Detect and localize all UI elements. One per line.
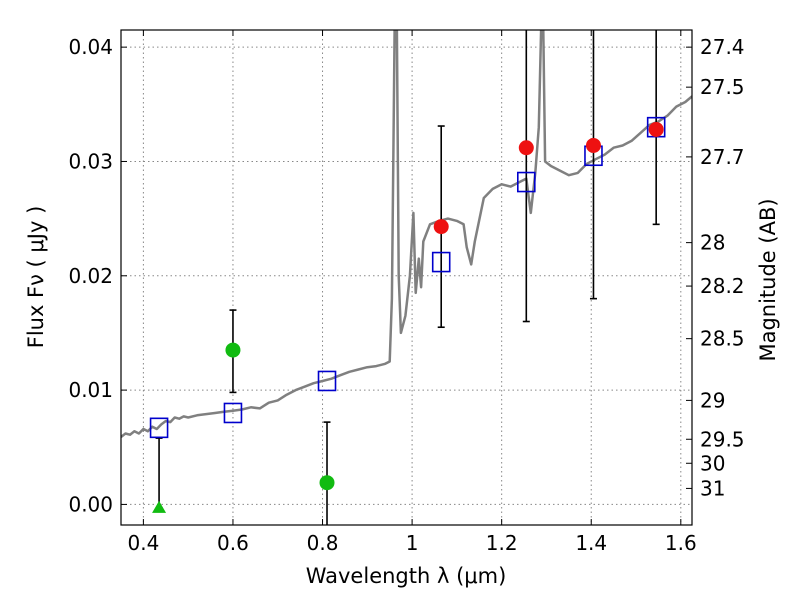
x-axis-label: Wavelength λ (μm)	[306, 564, 507, 588]
observed_low_sn-point	[319, 475, 335, 491]
y2-tick-label: 27.7	[700, 145, 745, 169]
model-photometry-point	[431, 251, 451, 273]
y-axis: 0.00 0.01 0.02 0.03 0.04	[68, 35, 127, 516]
x-tick-label: 1	[406, 531, 419, 555]
plot-contents	[121, 30, 692, 525]
x-tick-label: 1.2	[486, 531, 518, 555]
y2-tick-label: 27.4	[700, 35, 745, 59]
model-photometry-point	[516, 171, 536, 193]
model-photometry-point	[223, 402, 243, 424]
model-photometry-point	[317, 370, 337, 392]
x-axis: 0.4 0.6 0.8 1 1.2 1.4 1.6	[127, 30, 697, 555]
y2-tick-label: 28.5	[700, 327, 745, 351]
x-tick-label: 0.6	[217, 531, 249, 555]
y-tick-label: 0.01	[68, 378, 113, 402]
upper-limit-triangle	[152, 500, 167, 513]
y2-axis-label: Magnitude (AB)	[756, 198, 780, 361]
x-tick-label: 1.6	[665, 531, 697, 555]
model-spectrum-line	[121, 30, 692, 438]
model-photometry-point	[149, 417, 169, 439]
x-tick-label: 0.8	[307, 531, 339, 555]
y-tick-label: 0.03	[68, 149, 113, 173]
plot-area	[121, 30, 692, 525]
y-tick-label: 0.04	[68, 35, 113, 59]
y2-tick-label: 27.5	[700, 75, 745, 99]
y2-tick-label: 30	[700, 451, 725, 475]
grid-lines	[121, 30, 692, 525]
x-tick-label: 1.4	[575, 531, 607, 555]
y2-tick-label: 29.5	[700, 427, 745, 451]
observed_detections-point	[433, 219, 449, 235]
axes-frame	[120, 29, 693, 526]
observed_detections-point	[648, 121, 664, 137]
y2-tick-label: 31	[700, 476, 725, 500]
observed_low_sn-point	[225, 342, 241, 358]
x-tick-label: 0.4	[127, 531, 159, 555]
y-axis-label: Flux Fν ( μJy )	[24, 206, 48, 349]
y2-tick-label: 28	[700, 231, 725, 255]
y-tick-label: 0.00	[68, 492, 113, 516]
y2-tick-label: 28.2	[700, 274, 745, 298]
y-tick-label: 0.02	[68, 264, 113, 288]
observed_detections-point	[518, 140, 534, 156]
y2-tick-label: 29	[700, 388, 725, 412]
observed_detections-point	[585, 137, 601, 153]
